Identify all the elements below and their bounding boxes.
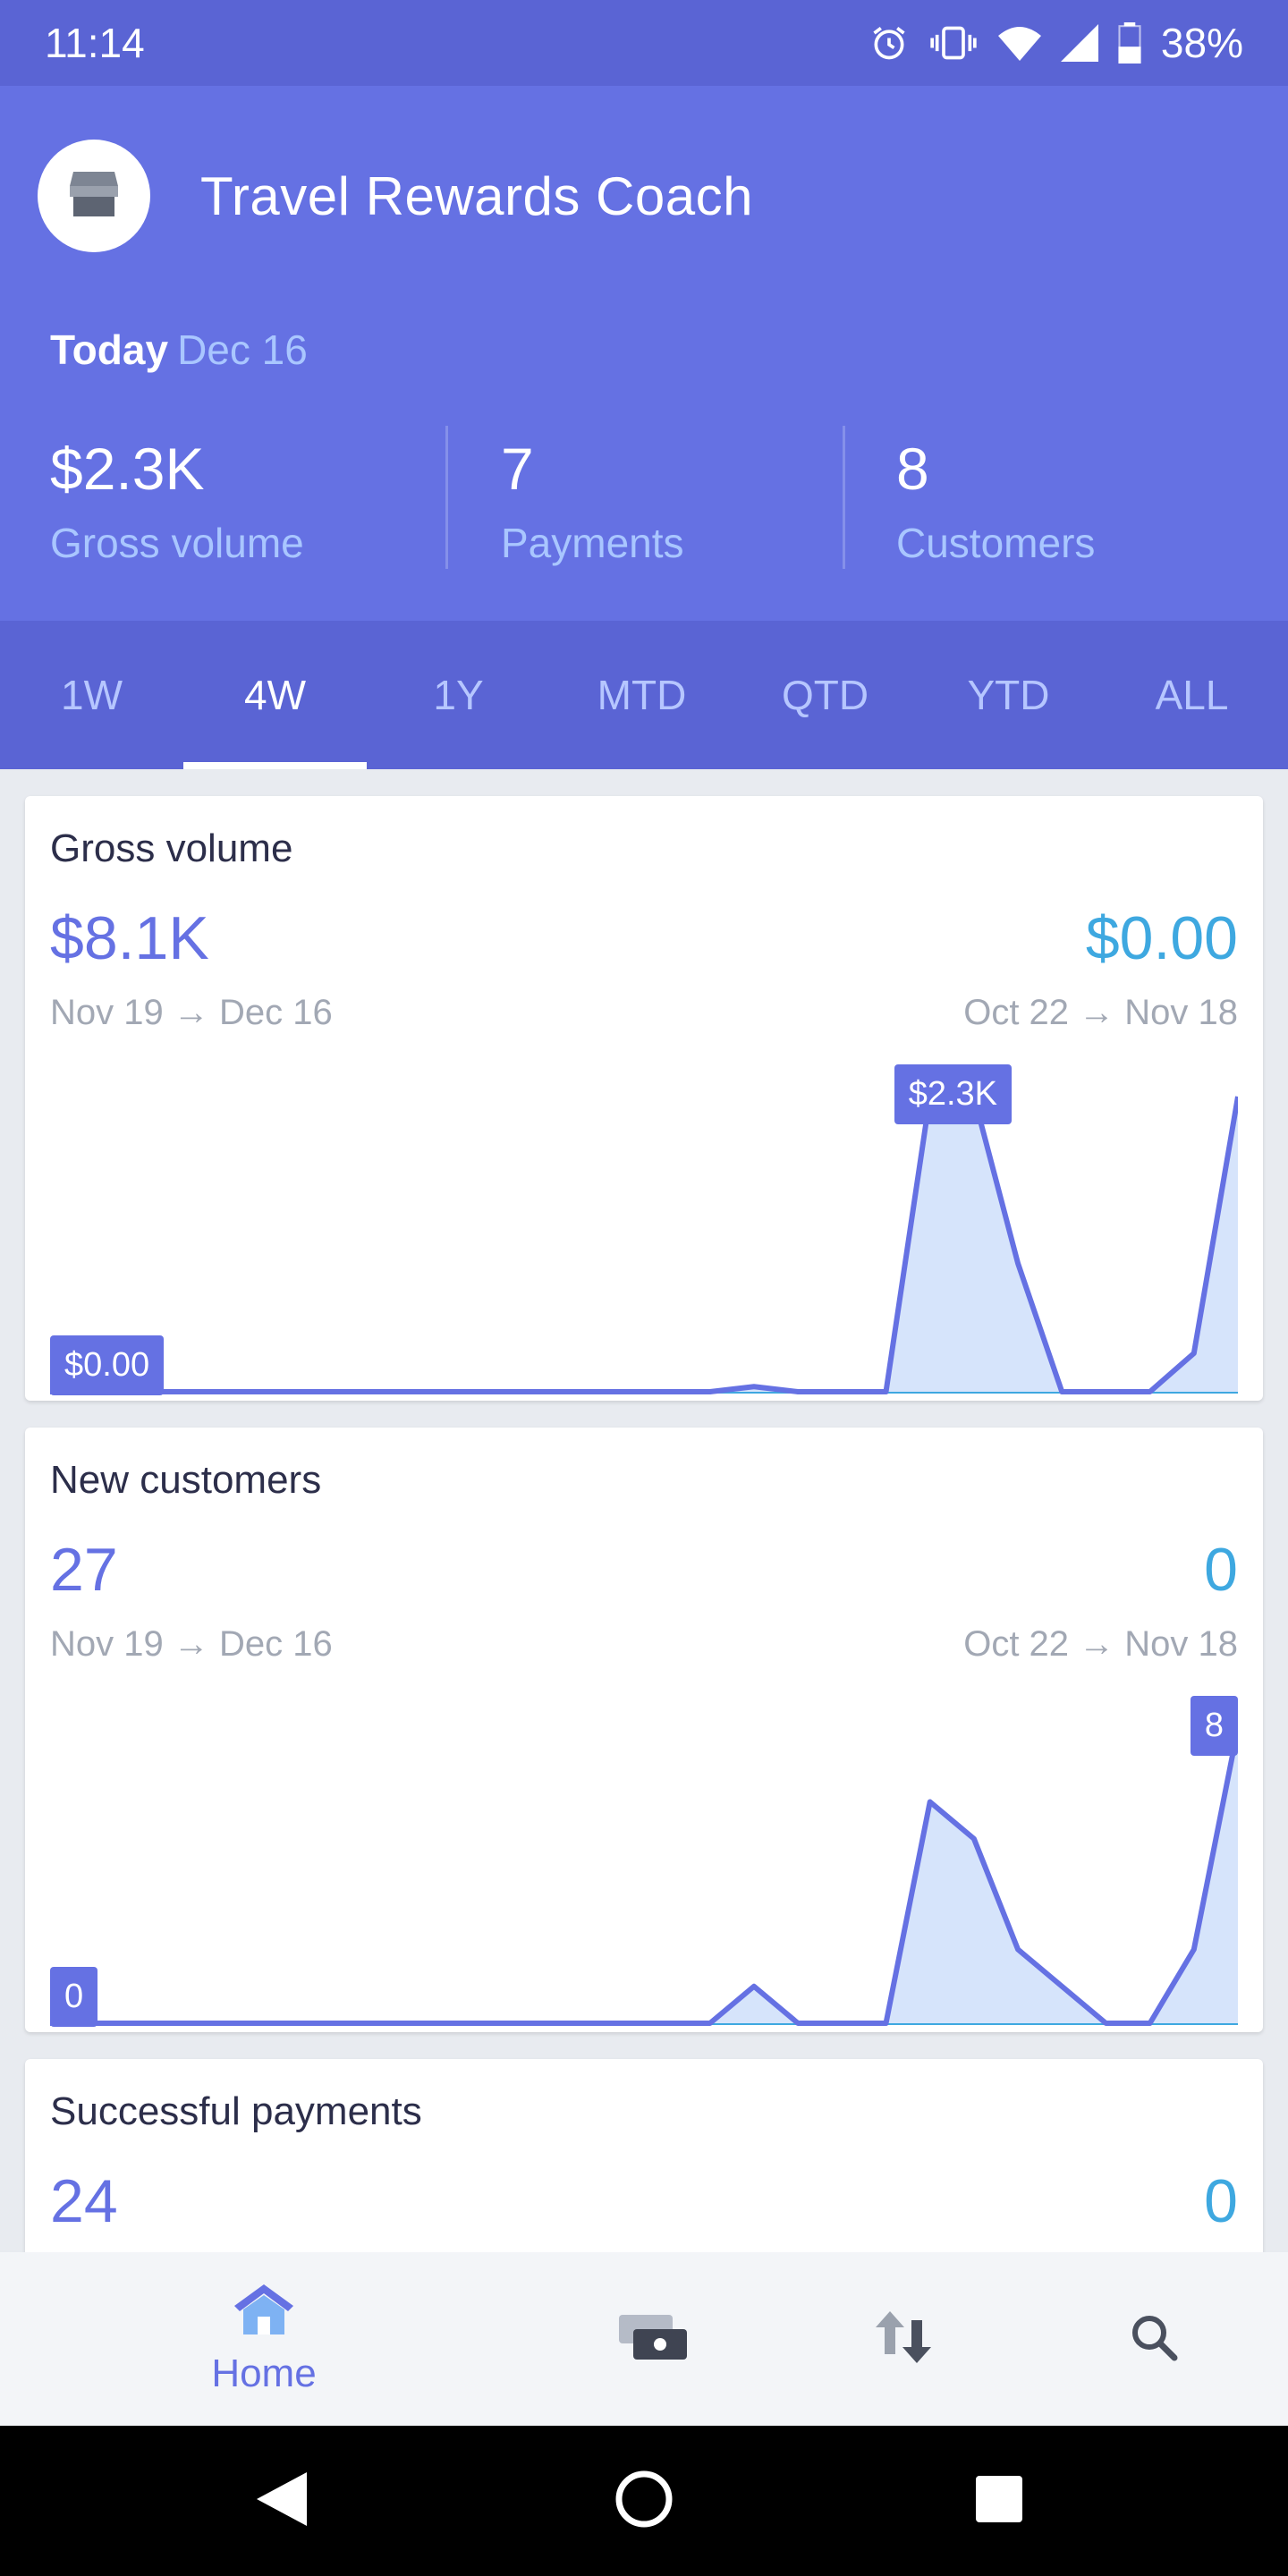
status-icons: 38% [869, 19, 1243, 67]
previous-value: 0 [1204, 2167, 1238, 2235]
stat-label: Gross volume [50, 520, 304, 566]
stat-payments[interactable]: 7 Payments [501, 426, 841, 569]
new-customers-card[interactable]: New customers 27 Nov 19 → Dec 16 0 Oct 2… [25, 1428, 1263, 2032]
back-button[interactable] [215, 2426, 349, 2576]
previous-range: Oct 22 → Nov 18 [963, 993, 1238, 1032]
chart-min-label: 0 [50, 1967, 98, 2027]
active-tab-indicator [183, 762, 367, 769]
current-value: 24 [50, 2167, 118, 2235]
tab-1y[interactable]: 1Y [433, 672, 484, 718]
current-value: $8.1K [50, 904, 209, 972]
card-title: New customers [50, 1458, 322, 1502]
nav-transfers[interactable] [805, 2252, 1002, 2426]
current-range: Nov 19 → Dec 16 [50, 1624, 333, 1664]
stat-divider [843, 426, 845, 569]
tab-1w[interactable]: 1W [61, 672, 123, 718]
merchant-avatar [38, 140, 150, 252]
storefront-icon [70, 171, 118, 221]
stat-label: Payments [501, 520, 684, 566]
nav-home-label: Home [211, 2351, 317, 2395]
battery-percent: 38% [1160, 20, 1243, 66]
gross-volume-chart-svg [50, 1094, 1238, 1394]
tab-mtd[interactable]: MTD [597, 672, 687, 718]
new-customers-chart: 0 8 [50, 1696, 1238, 2027]
series-current-area [50, 1097, 1238, 1392]
bottom-navigation: Home [0, 2252, 1288, 2426]
stat-label: Customers [896, 520, 1096, 566]
stat-customers[interactable]: 8 Customers [896, 426, 1272, 569]
nav-home[interactable]: Home [161, 2252, 367, 2426]
recents-button[interactable] [932, 2426, 1066, 2576]
status-bar: 11:14 38% [0, 0, 1288, 86]
nav-payments[interactable] [555, 2252, 751, 2426]
stat-divider [445, 426, 448, 569]
previous-value: $0.00 [1085, 904, 1238, 972]
status-time: 11:14 [45, 20, 145, 66]
series-current-line [50, 1727, 1238, 2026]
chart-max-label: 8 [1190, 1696, 1238, 1756]
merchant-name: Travel Rewards Coach [200, 165, 753, 226]
card-title: Gross volume [50, 826, 293, 870]
home-circle-icon [614, 2470, 674, 2533]
search-icon [1130, 2313, 1178, 2366]
back-triangle-icon [257, 2471, 307, 2530]
series-current-line [50, 1094, 1238, 1394]
today-stats: $2.3K Gross volume 7 Payments 8 Customer… [0, 426, 1288, 569]
new-customers-chart-svg [50, 1727, 1238, 2026]
dashboard-header: Travel Rewards Coach Today Dec 16 $2.3K G… [0, 86, 1288, 621]
tab-4w[interactable]: 4W [244, 672, 306, 718]
alarm-icon [869, 23, 909, 63]
stat-gross-volume[interactable]: $2.3K Gross volume [50, 426, 444, 569]
card-title: Successful payments [50, 2089, 422, 2133]
tab-all[interactable]: ALL [1155, 672, 1229, 718]
vibrate-icon [928, 23, 979, 63]
chart-min-label: $0.00 [50, 1335, 165, 1395]
system-navigation-bar [0, 2426, 1288, 2576]
gross-volume-chart: $0.00 $2.3K [50, 1064, 1238, 1395]
nav-search[interactable] [1064, 2252, 1243, 2426]
chart-max-label: $2.3K [894, 1064, 1013, 1124]
stat-value: 7 [501, 436, 534, 502]
gross-volume-card[interactable]: Gross volume $8.1K Nov 19 → Dec 16 $0.00… [25, 796, 1263, 1401]
transfers-icon [872, 2308, 935, 2371]
series-current-area [50, 1728, 1238, 2023]
tab-qtd[interactable]: QTD [781, 672, 869, 718]
tab-ytd[interactable]: YTD [967, 672, 1050, 718]
previous-value: 0 [1204, 1536, 1238, 1604]
current-range: Nov 19 → Dec 16 [50, 993, 333, 1032]
stat-value: $2.3K [50, 436, 205, 502]
today-label: Today [50, 326, 169, 373]
wifi-icon [997, 25, 1041, 61]
signal-icon [1060, 24, 1098, 62]
today-date-value: Dec 16 [177, 326, 308, 373]
home-system-button[interactable] [577, 2426, 711, 2576]
period-tabs: 1W 4W 1Y MTD QTD YTD ALL [0, 621, 1288, 769]
previous-range: Oct 22 → Nov 18 [963, 1624, 1238, 1664]
stat-value: 8 [896, 436, 929, 502]
home-icon [233, 2283, 295, 2341]
today-date: Today Dec 16 [50, 326, 308, 374]
payments-icon [619, 2314, 687, 2364]
recents-square-icon [976, 2475, 1022, 2527]
battery-icon [1118, 22, 1141, 64]
merchant-switcher[interactable]: Travel Rewards Coach [38, 140, 753, 252]
current-value: 27 [50, 1536, 118, 1604]
